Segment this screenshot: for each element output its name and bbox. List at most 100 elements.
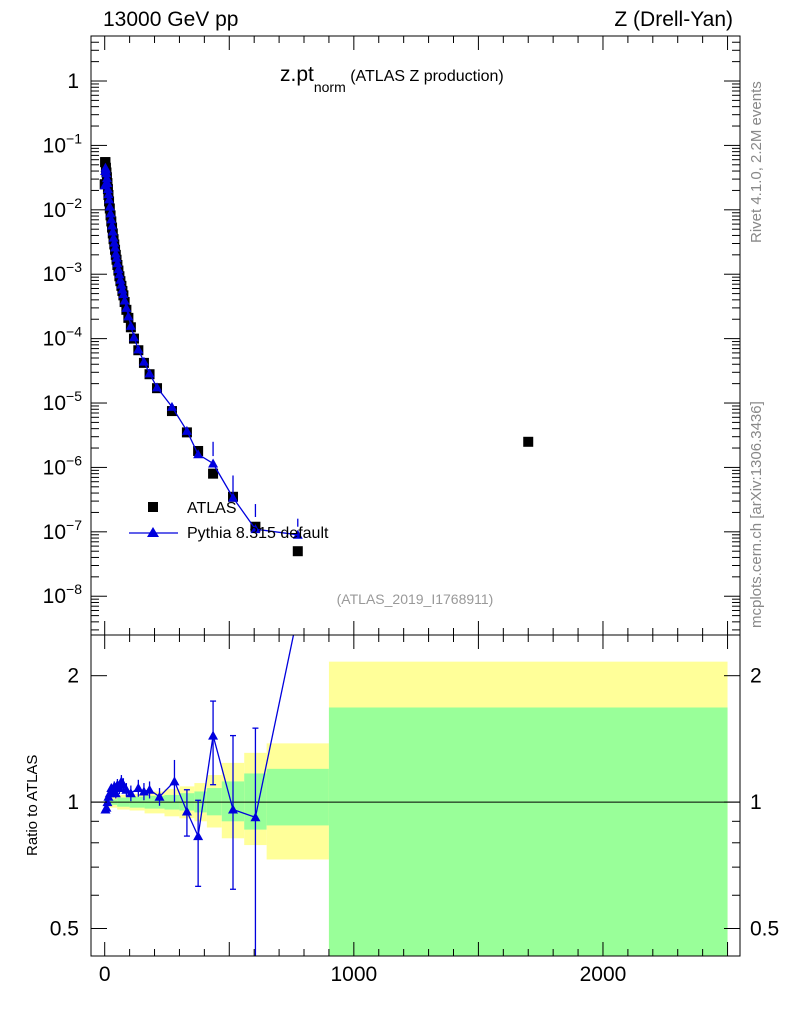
- ratio-data-point: [193, 831, 204, 841]
- ratio-data-point: [121, 784, 132, 794]
- plot-title-subscript: norm: [314, 79, 346, 95]
- ratio-data-point: [293, 609, 303, 618]
- pythia-data-point: [115, 274, 126, 284]
- pythia-data-point: [110, 248, 121, 258]
- pythia-data-point: [166, 401, 177, 411]
- pythia-data-point: [108, 232, 119, 242]
- ratio-x-axis: 0 1000 2000: [99, 635, 729, 986]
- ratio-data-point: [208, 730, 219, 740]
- pythia-data-point: [103, 189, 114, 199]
- ratio-band-green: [328, 707, 728, 956]
- main-y-tick-base: 10: [43, 134, 66, 157]
- main-y-tick-label: 10−5: [43, 388, 83, 415]
- ratio-data-point: [110, 788, 121, 798]
- atlas-data-point: [292, 546, 303, 557]
- main-y-tick-exponent: −3: [66, 259, 82, 275]
- plot-title: z.ptnorm (ATLAS Z production): [280, 63, 504, 95]
- pythia-data-point: [121, 302, 132, 312]
- atlas-data-point: [166, 406, 177, 417]
- ratio-marks: [100, 609, 303, 956]
- pythia-data-point: [107, 220, 118, 230]
- ratio-data-point: [169, 776, 180, 786]
- ratio-data-point: [125, 788, 136, 798]
- pythia-data-point: [125, 320, 136, 330]
- pythia-data-point: [138, 356, 149, 366]
- atlas-data-point: [100, 157, 111, 168]
- ratio-plot: 0.5 0.5 1 1 2 2 0 1000 2000 Ratio to ATLAS: [24, 609, 779, 986]
- ratio-y-tick-label: 2: [67, 665, 79, 688]
- main-y-tick-label: 10−3: [43, 259, 83, 286]
- ratio-x-tick-label: 0: [99, 963, 111, 986]
- main-y-tick-label: 1: [67, 70, 79, 93]
- ratio-bands: [104, 661, 728, 956]
- pythia-data-point: [113, 264, 124, 274]
- main-x-axis: [104, 36, 729, 635]
- ratio-data-point: [101, 802, 112, 812]
- ratio-y-tick-label-right: 1: [750, 791, 762, 814]
- plot-title-main: z.pt: [280, 63, 314, 86]
- atlas-data-point: [523, 436, 534, 447]
- mcplots-label: mcplots.cern.ch [arXiv:1306.3436]: [748, 401, 765, 628]
- pythia-data-point: [250, 524, 261, 534]
- pythia-data-point: [228, 492, 239, 502]
- main-y-tick-base: 10: [43, 199, 66, 222]
- legend-pythia-label: Pythia 8.315 default: [187, 525, 329, 542]
- ratio-data-point: [144, 784, 155, 794]
- ratio-y-tick-label: 1: [67, 791, 79, 814]
- main-y-tick-exponent: −2: [66, 195, 82, 211]
- pythia-data-point: [292, 529, 303, 539]
- main-frame: [90, 35, 741, 636]
- main-y-tick-label: 10−8: [43, 581, 83, 608]
- ratio-y-axis: 0.5 0.5 1 1 2 2: [50, 665, 779, 941]
- ratio-x-tick-label: 2000: [580, 963, 627, 986]
- pythia-data-point: [116, 279, 127, 289]
- ratio-band-green: [266, 768, 329, 826]
- legend-atlas-marker: [148, 502, 158, 512]
- pythia-data-point: [181, 425, 192, 435]
- rivet-label: Rivet 4.1.0, 2.2M events: [748, 81, 765, 243]
- main-y-tick-label: 10−7: [43, 517, 83, 544]
- legend: ATLAS Pythia 8.315 default: [129, 500, 329, 542]
- legend-atlas-label: ATLAS: [187, 500, 237, 517]
- pythia-data-point: [105, 208, 116, 218]
- main-y-tick-exponent: −5: [66, 388, 82, 404]
- pythia-data-point: [101, 168, 112, 178]
- ratio-data-point: [181, 806, 192, 816]
- main-y-tick-label: 10−6: [43, 452, 83, 479]
- main-plot: z.ptnorm (ATLAS Z production) (ATLAS_201…: [43, 35, 741, 636]
- pythia-data-point: [144, 368, 155, 378]
- pythia-data-point: [102, 184, 113, 194]
- analysis-id: (ATLAS_2019_I1768911): [337, 591, 494, 607]
- energy-label: 13000 GeV pp: [103, 8, 238, 31]
- main-y-axis: 110−110−210−310−410−510−610−710−8: [43, 35, 740, 631]
- pythia-data-point: [123, 311, 134, 321]
- pythia-data-point: [109, 237, 120, 247]
- main-marks: [99, 157, 534, 557]
- pythia-data-point: [112, 258, 123, 268]
- pythia-data-point: [101, 173, 112, 183]
- pythia-data-point: [114, 269, 125, 279]
- ratio-data-point: [154, 791, 165, 801]
- ratio-data-point: [228, 804, 239, 814]
- pythia-data-point: [128, 332, 139, 342]
- pythia-data-point: [117, 284, 128, 294]
- ratio-data-point: [102, 797, 113, 807]
- pythia-data-point: [152, 382, 163, 392]
- ratio-data-point: [250, 812, 261, 822]
- main-y-tick-label: 10−2: [43, 195, 83, 222]
- main-y-tick-base: 10: [43, 456, 66, 479]
- ratio-y-tick-label: 0.5: [50, 917, 79, 940]
- ratio-ylabel: Ratio to ATLAS: [24, 755, 41, 856]
- main-y-tick-exponent: −6: [66, 452, 82, 468]
- main-y-tick-label: 10−1: [43, 130, 83, 157]
- pythia-data-point: [107, 226, 118, 236]
- pythia-data-point: [104, 194, 115, 204]
- legend-pythia-marker: [147, 527, 159, 537]
- ratio-y-tick-label-right: 2: [750, 665, 762, 688]
- plot-title-suffix: (ATLAS Z production): [346, 68, 504, 85]
- pythia-data-point: [118, 289, 129, 299]
- main-y-tick-base: 10: [43, 585, 66, 608]
- ratio-y-tick-label-right: 0.5: [750, 917, 779, 940]
- main-y-tick-exponent: −7: [66, 517, 82, 533]
